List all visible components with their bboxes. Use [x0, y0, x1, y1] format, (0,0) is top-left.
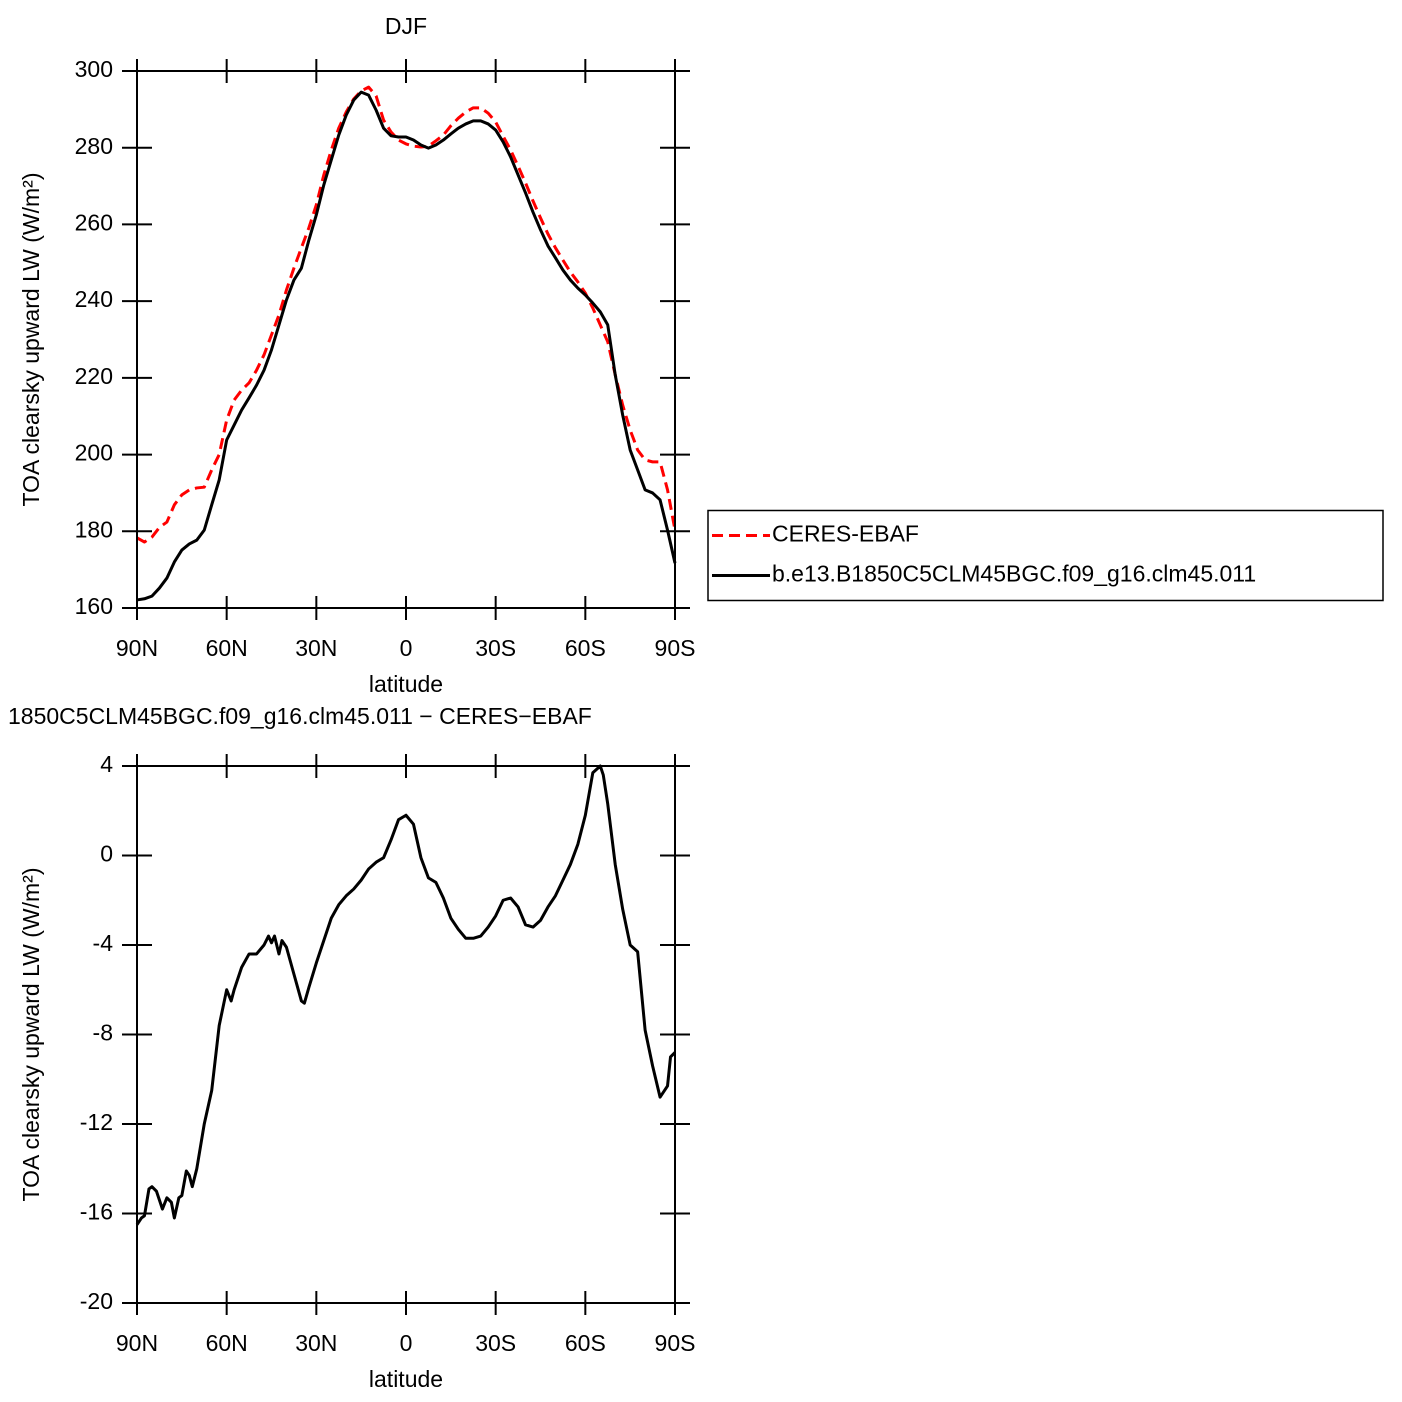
- y-tick-label: 0: [100, 841, 113, 867]
- x-tick-label: 60S: [565, 1330, 606, 1356]
- x-tick-label: 0: [400, 1330, 413, 1356]
- x-tick-label: 30S: [475, 1330, 516, 1356]
- plot-frame: [136, 765, 676, 1304]
- x-tick-label: 0: [400, 635, 413, 661]
- x-tick-label: 30N: [295, 1330, 337, 1356]
- x-axis-label: latitude: [369, 671, 443, 697]
- x-tick-label: 30S: [475, 635, 516, 661]
- y-axis-label: TOA clearsky upward LW (W/m²): [18, 868, 44, 1202]
- x-tick-label: 60N: [206, 1330, 248, 1356]
- y-tick-label: 300: [75, 56, 113, 82]
- x-tick-label: 90S: [655, 1330, 696, 1356]
- y-tick-label: -4: [93, 930, 114, 956]
- x-tick-label: 90N: [116, 635, 158, 661]
- y-tick-label: 200: [75, 440, 113, 466]
- y-axis-label: TOA clearsky upward LW (W/m²): [18, 173, 44, 507]
- x-tick-label: 60N: [206, 635, 248, 661]
- chart-title: 1850C5CLM45BGC.f09_g16.clm45.011 − CERES…: [8, 703, 592, 729]
- y-tick-label: 240: [75, 286, 113, 312]
- x-tick-label: 90S: [655, 635, 696, 661]
- x-tick-label: 30N: [295, 635, 337, 661]
- y-tick-label: 260: [75, 210, 113, 236]
- chart-title: DJF: [385, 13, 427, 39]
- data-line: [136, 90, 677, 602]
- y-tick-label: 180: [75, 516, 113, 542]
- y-tick-label: 220: [75, 363, 113, 389]
- data-line: [135, 764, 677, 1226]
- x-tick-label: 60S: [565, 635, 606, 661]
- x-tick-label: 90N: [116, 1330, 158, 1356]
- y-tick-label: 160: [75, 593, 113, 619]
- y-tick-label: 4: [100, 751, 113, 777]
- y-tick-label: -20: [80, 1288, 113, 1314]
- y-tick-label: -8: [93, 1020, 113, 1046]
- x-axis-label: latitude: [369, 1366, 443, 1392]
- legend-box: [707, 509, 1384, 602]
- y-tick-label: -16: [80, 1199, 113, 1225]
- legend-label: CERES-EBAF: [772, 521, 919, 547]
- y-tick-label: 280: [75, 133, 113, 159]
- y-tick-label: -12: [80, 1109, 113, 1135]
- legend-label: b.e13.B1850C5CLM45BGC.f09_g16.clm45.011: [772, 561, 1256, 587]
- plot-frame: [136, 70, 676, 609]
